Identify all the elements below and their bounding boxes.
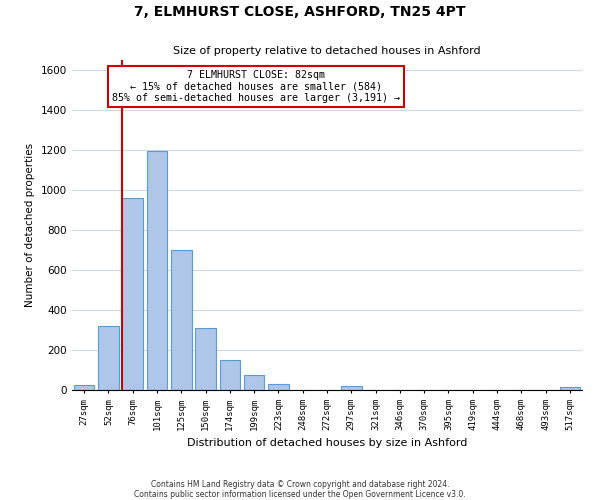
Bar xyxy=(268,384,289,390)
Text: 7, ELMHURST CLOSE, ASHFORD, TN25 4PT: 7, ELMHURST CLOSE, ASHFORD, TN25 4PT xyxy=(134,5,466,19)
Bar xyxy=(341,386,362,390)
Bar xyxy=(244,375,265,390)
Bar xyxy=(171,250,191,390)
Bar xyxy=(122,198,143,390)
Bar xyxy=(220,360,240,390)
Text: 7 ELMHURST CLOSE: 82sqm
← 15% of detached houses are smaller (584)
85% of semi-d: 7 ELMHURST CLOSE: 82sqm ← 15% of detache… xyxy=(112,70,400,103)
Bar xyxy=(146,151,167,390)
Bar xyxy=(74,385,94,390)
X-axis label: Distribution of detached houses by size in Ashford: Distribution of detached houses by size … xyxy=(187,438,467,448)
Bar xyxy=(560,387,580,390)
Title: Size of property relative to detached houses in Ashford: Size of property relative to detached ho… xyxy=(173,46,481,56)
Bar xyxy=(98,326,119,390)
Bar xyxy=(195,328,216,390)
Text: Contains HM Land Registry data © Crown copyright and database right 2024.
Contai: Contains HM Land Registry data © Crown c… xyxy=(134,480,466,499)
Y-axis label: Number of detached properties: Number of detached properties xyxy=(25,143,35,307)
